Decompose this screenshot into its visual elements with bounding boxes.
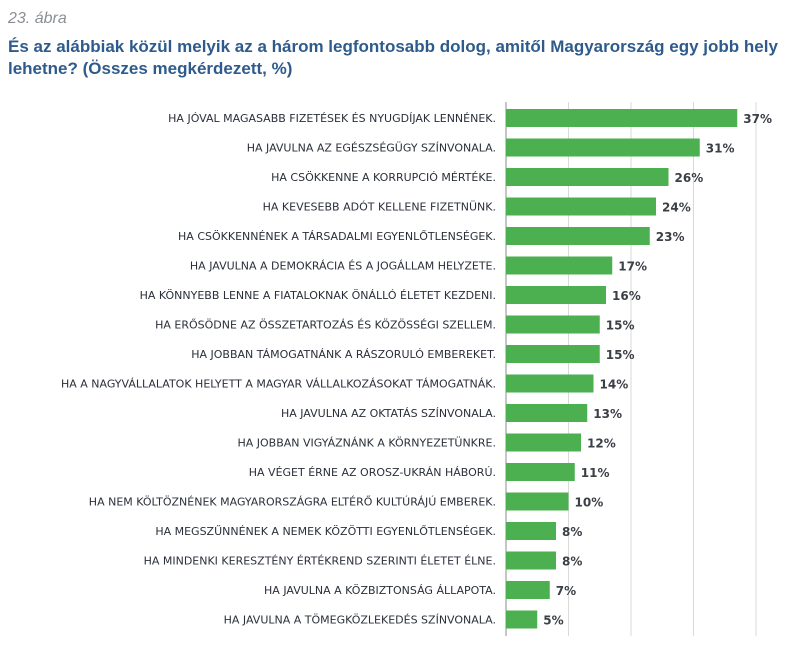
bar bbox=[506, 404, 588, 422]
bar-layer: HA JÓVAL MAGASABB FIZETÉSEK ÉS NYUGDÍJAK… bbox=[61, 109, 772, 629]
bar bbox=[506, 374, 594, 393]
bar bbox=[506, 492, 569, 511]
category-label: HA KEVESEBB ADÓT KELLENE FIZETNÜNK. bbox=[263, 201, 496, 214]
value-label: 15% bbox=[606, 319, 635, 333]
bar bbox=[506, 109, 738, 127]
category-label: HA CSÖKKENNE A KORRUPCIÓ MÉRTÉKE. bbox=[271, 171, 496, 184]
bar bbox=[506, 551, 556, 570]
value-label: 13% bbox=[593, 407, 622, 421]
bar bbox=[506, 138, 700, 157]
bar bbox=[506, 581, 550, 599]
category-label: HA VÉGET ÉRNE AZ OROSZ-UKRÁN HÁBORÚ. bbox=[249, 466, 496, 479]
category-label: HA JAVULNA A TÖMEGKÖZLEKEDÉS SZÍNVONALA. bbox=[224, 614, 496, 627]
bar bbox=[506, 463, 575, 481]
category-label: HA JAVULNA AZ EGÉSZSÉGÜGY SZÍNVONALA. bbox=[247, 142, 496, 155]
value-label: 23% bbox=[656, 230, 685, 244]
category-label: HA NEM KÖLTÖZNÉNEK MAGYARORSZÁGRA ELTÉRŐ… bbox=[89, 495, 496, 509]
category-label: HA CSÖKKENNÉNEK A TÁRSADALMI EGYENLŐTLEN… bbox=[178, 229, 496, 243]
bar bbox=[506, 433, 581, 452]
value-label: 26% bbox=[675, 171, 704, 185]
category-label: HA JÓVAL MAGASABB FIZETÉSEK ÉS NYUGDÍJAK… bbox=[168, 112, 496, 125]
bar bbox=[506, 168, 669, 186]
bar bbox=[506, 345, 600, 363]
value-label: 16% bbox=[612, 289, 641, 303]
value-label: 12% bbox=[587, 437, 616, 451]
category-label: HA MINDENKI KERESZTÉNY ÉRTÉKREND SZERINT… bbox=[144, 555, 496, 568]
bar bbox=[506, 286, 606, 304]
bar bbox=[506, 197, 656, 216]
value-label: 10% bbox=[575, 496, 604, 510]
value-label: 14% bbox=[600, 378, 629, 392]
category-label: HA JAVULNA A KÖZBIZTONSÁG ÁLLAPOTA. bbox=[264, 584, 496, 597]
bar bbox=[506, 610, 538, 629]
category-label: HA A NAGYVÁLLALATOK HELYETT A MAGYAR VÁL… bbox=[61, 378, 496, 391]
chart-title: És az alábbiak közül melyik az a három l… bbox=[8, 37, 778, 78]
bar bbox=[506, 256, 613, 275]
value-label: 17% bbox=[618, 260, 647, 274]
value-label: 37% bbox=[743, 112, 772, 126]
category-label: HA JAVULNA A DEMOKRÁCIA ÉS A JOGÁLLAM HE… bbox=[190, 260, 496, 273]
value-label: 31% bbox=[706, 142, 735, 156]
figure-label: 23. ábra bbox=[8, 10, 67, 27]
category-label: HA KÖNNYEBB LENNE A FIATALOKNAK ÖNÁLLÓ É… bbox=[140, 289, 496, 302]
category-label: HA MEGSZŰNNÉNEK A NEMEK KÖZÖTTI EGYENLŐT… bbox=[155, 524, 496, 538]
bar bbox=[506, 227, 650, 245]
value-label: 8% bbox=[562, 555, 582, 569]
category-label: HA ERŐSÖDNE AZ ÖSSZETARTOZÁS ÉS KÖZÖSSÉG… bbox=[155, 318, 496, 332]
bar bbox=[506, 315, 600, 334]
grid-layer bbox=[505, 102, 757, 636]
value-label: 5% bbox=[543, 614, 563, 628]
value-label: 8% bbox=[562, 525, 582, 539]
value-label: 7% bbox=[556, 584, 576, 598]
value-label: 24% bbox=[662, 201, 691, 215]
category-label: HA JOBBAN VIGYÁZNÁNK A KÖRNYEZETÜNKRE. bbox=[237, 437, 496, 450]
value-label: 15% bbox=[606, 348, 635, 362]
category-label: HA JAVULNA AZ OKTATÁS SZÍNVONALA. bbox=[281, 407, 496, 420]
category-label: HA JOBBAN TÁMOGATNÁNK A RÁSZORULÓ EMBERE… bbox=[191, 348, 496, 361]
value-label: 11% bbox=[581, 466, 610, 480]
bar bbox=[506, 522, 556, 540]
